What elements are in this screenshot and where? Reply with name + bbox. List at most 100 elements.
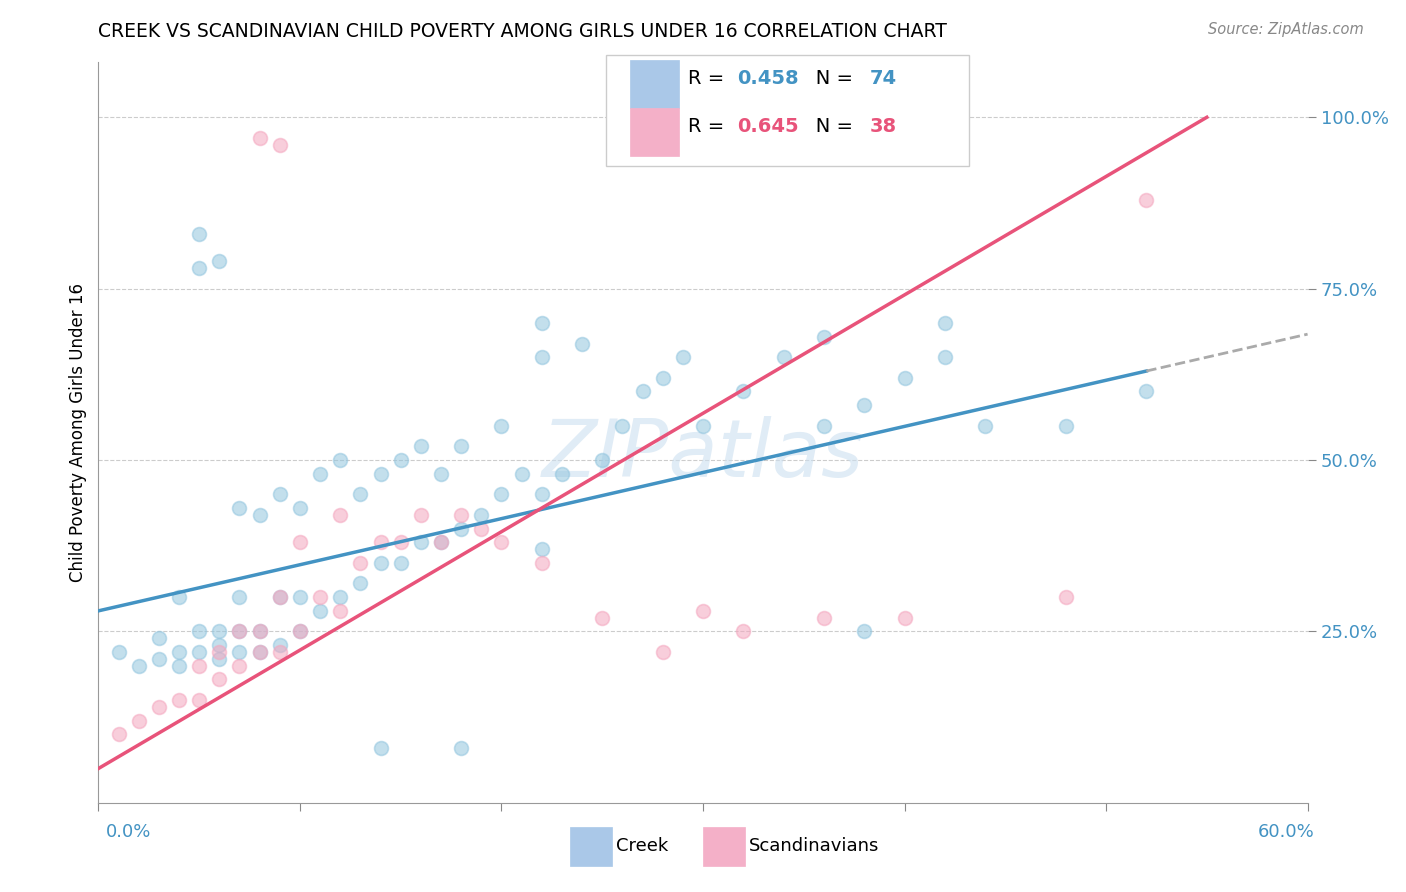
Point (167, 645, 190, 659)
Text: 0.645: 0.645 (737, 118, 799, 136)
Point (1135, 193, 1157, 207)
Point (269, 590, 291, 604)
Point (107, 727, 129, 741)
Point (269, 638, 291, 652)
Point (430, 467, 453, 481)
Point (309, 604, 332, 618)
Point (349, 556, 371, 570)
Text: N =: N = (797, 70, 859, 88)
Point (430, 535, 453, 549)
Point (269, 590, 291, 604)
Point (288, 624, 311, 639)
Point (288, 590, 311, 604)
Point (370, 467, 392, 481)
Point (349, 487, 371, 501)
Point (733, 624, 755, 639)
Text: Scandinavians: Scandinavians (749, 837, 879, 855)
Point (148, 652, 170, 666)
Point (1135, 384, 1157, 399)
Point (208, 254, 231, 268)
FancyBboxPatch shape (569, 827, 613, 866)
Point (370, 535, 392, 549)
Point (651, 645, 673, 659)
Point (329, 604, 352, 618)
Y-axis label: Child Poverty Among Girls Under 16: Child Poverty Among Girls Under 16 (69, 283, 87, 582)
Point (249, 645, 271, 659)
Text: ZIPatlas: ZIPatlas (541, 416, 865, 494)
Text: CREEK VS SCANDINAVIAN CHILD POVERTY AMONG GIRLS UNDER 16 CORRELATION CHART: CREEK VS SCANDINAVIAN CHILD POVERTY AMON… (98, 22, 948, 41)
FancyBboxPatch shape (606, 55, 969, 166)
Point (450, 741, 472, 756)
Text: R =: R = (689, 118, 731, 136)
Point (167, 590, 190, 604)
Point (167, 693, 190, 707)
Point (591, 453, 613, 467)
FancyBboxPatch shape (703, 827, 745, 866)
Point (733, 384, 755, 399)
Point (692, 604, 714, 618)
Point (409, 439, 432, 453)
Point (813, 329, 835, 343)
Point (813, 610, 835, 624)
Point (288, 624, 311, 639)
Point (450, 508, 472, 522)
Text: 0.0%: 0.0% (105, 822, 150, 840)
Point (228, 590, 250, 604)
Point (530, 316, 553, 330)
Point (269, 137, 291, 152)
Point (470, 522, 492, 536)
Point (288, 501, 311, 516)
Point (228, 624, 250, 639)
Point (228, 658, 250, 673)
Point (269, 645, 291, 659)
Point (934, 350, 956, 364)
Point (188, 624, 211, 639)
Point (329, 590, 352, 604)
Text: R =: R = (689, 70, 731, 88)
Point (228, 624, 250, 639)
Text: 0.458: 0.458 (737, 70, 799, 88)
Text: 38: 38 (870, 118, 897, 136)
Point (167, 658, 190, 673)
Point (208, 624, 231, 639)
Point (551, 467, 574, 481)
Point (288, 535, 311, 549)
Point (269, 487, 291, 501)
Point (651, 371, 673, 385)
Point (491, 535, 513, 549)
Point (148, 632, 170, 646)
Point (491, 418, 513, 433)
Point (249, 645, 271, 659)
Point (208, 638, 231, 652)
Point (228, 501, 250, 516)
Point (813, 418, 835, 433)
Point (188, 227, 211, 241)
Point (249, 624, 271, 639)
Point (530, 487, 553, 501)
Point (329, 508, 352, 522)
Point (571, 336, 593, 351)
Point (188, 261, 211, 276)
Point (591, 610, 613, 624)
FancyBboxPatch shape (630, 108, 679, 156)
Point (389, 556, 412, 570)
Point (249, 131, 271, 145)
Point (208, 645, 231, 659)
Point (853, 624, 876, 639)
Text: 60.0%: 60.0% (1258, 822, 1315, 840)
Text: 74: 74 (870, 70, 897, 88)
Point (208, 673, 231, 687)
Point (228, 645, 250, 659)
Point (631, 384, 654, 399)
Point (188, 645, 211, 659)
Point (148, 699, 170, 714)
Point (893, 371, 915, 385)
Point (530, 350, 553, 364)
Point (470, 508, 492, 522)
Point (249, 624, 271, 639)
Point (1054, 590, 1077, 604)
Point (772, 350, 794, 364)
Point (208, 652, 231, 666)
Point (107, 645, 129, 659)
Point (893, 610, 915, 624)
